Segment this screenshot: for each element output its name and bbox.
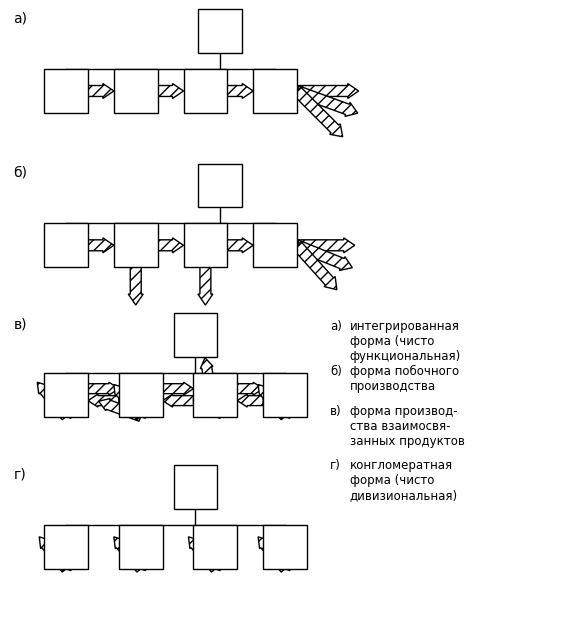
FancyArrow shape <box>158 83 184 98</box>
Text: а): а) <box>13 11 28 25</box>
FancyArrow shape <box>129 528 146 570</box>
FancyArrow shape <box>258 537 289 572</box>
FancyArrow shape <box>136 530 158 571</box>
Bar <box>44 372 88 416</box>
FancyArrow shape <box>297 238 355 253</box>
FancyArrow shape <box>37 382 70 419</box>
Text: г): г) <box>13 467 26 482</box>
FancyArrow shape <box>61 530 83 571</box>
Text: интегрированная
форма (чисто
функциональная): интегрированная форма (чисто функциональ… <box>350 320 461 363</box>
Bar <box>263 372 307 416</box>
Bar <box>253 223 297 267</box>
FancyArrow shape <box>293 241 337 290</box>
FancyArrow shape <box>39 537 70 572</box>
FancyArrow shape <box>162 382 193 395</box>
FancyArrow shape <box>88 382 119 395</box>
Bar <box>199 164 242 208</box>
Bar <box>263 525 307 569</box>
FancyArrow shape <box>237 382 263 395</box>
Text: в): в) <box>330 404 342 418</box>
FancyArrow shape <box>297 83 359 98</box>
FancyArrow shape <box>295 240 352 270</box>
Bar <box>173 313 218 357</box>
Bar <box>184 69 227 113</box>
FancyArrow shape <box>136 377 158 418</box>
Bar <box>184 223 227 267</box>
Bar <box>193 525 237 569</box>
Bar <box>253 69 297 113</box>
FancyArrow shape <box>162 394 193 407</box>
FancyArrow shape <box>128 267 143 305</box>
Text: форма производ-
ства взаимосвя-
занных продуктов: форма производ- ства взаимосвя- занных п… <box>350 404 464 448</box>
Bar <box>44 525 88 569</box>
FancyArrow shape <box>129 376 146 418</box>
FancyArrow shape <box>114 537 145 572</box>
FancyArrow shape <box>273 376 290 418</box>
Bar <box>114 69 158 113</box>
FancyArrow shape <box>188 537 219 572</box>
FancyArrow shape <box>200 358 220 418</box>
Text: в): в) <box>13 318 27 332</box>
Bar <box>119 372 162 416</box>
Bar <box>193 372 237 416</box>
FancyArrow shape <box>158 238 184 253</box>
FancyArrow shape <box>61 377 83 418</box>
FancyArrow shape <box>280 377 302 418</box>
FancyArrow shape <box>54 376 71 418</box>
FancyArrow shape <box>258 384 289 419</box>
FancyArrow shape <box>211 377 232 418</box>
FancyArrow shape <box>237 394 263 407</box>
FancyArrow shape <box>99 399 142 421</box>
Bar <box>114 223 158 267</box>
Text: а): а) <box>330 320 342 333</box>
FancyArrow shape <box>293 87 343 137</box>
FancyArrow shape <box>114 384 145 419</box>
Text: г): г) <box>330 460 340 472</box>
FancyArrow shape <box>273 528 290 570</box>
Text: конгломератная
форма (чисто
дивизиональная): конгломератная форма (чисто дивизиональн… <box>350 460 458 502</box>
Text: б): б) <box>330 365 342 378</box>
Bar <box>199 9 242 53</box>
FancyArrow shape <box>280 530 302 571</box>
Bar <box>44 223 88 267</box>
FancyArrow shape <box>88 83 114 98</box>
FancyArrow shape <box>227 238 253 253</box>
Text: форма побочного
производства: форма побочного производства <box>350 365 459 393</box>
FancyArrow shape <box>88 394 119 407</box>
FancyArrow shape <box>54 528 71 570</box>
Bar <box>44 69 88 113</box>
FancyArrow shape <box>227 83 253 98</box>
FancyArrow shape <box>211 530 232 571</box>
FancyArrow shape <box>198 267 213 305</box>
Bar <box>173 465 218 509</box>
FancyArrow shape <box>88 238 114 253</box>
Text: б): б) <box>13 166 28 180</box>
FancyArrow shape <box>295 86 358 117</box>
FancyArrow shape <box>203 528 220 570</box>
Bar <box>119 525 162 569</box>
